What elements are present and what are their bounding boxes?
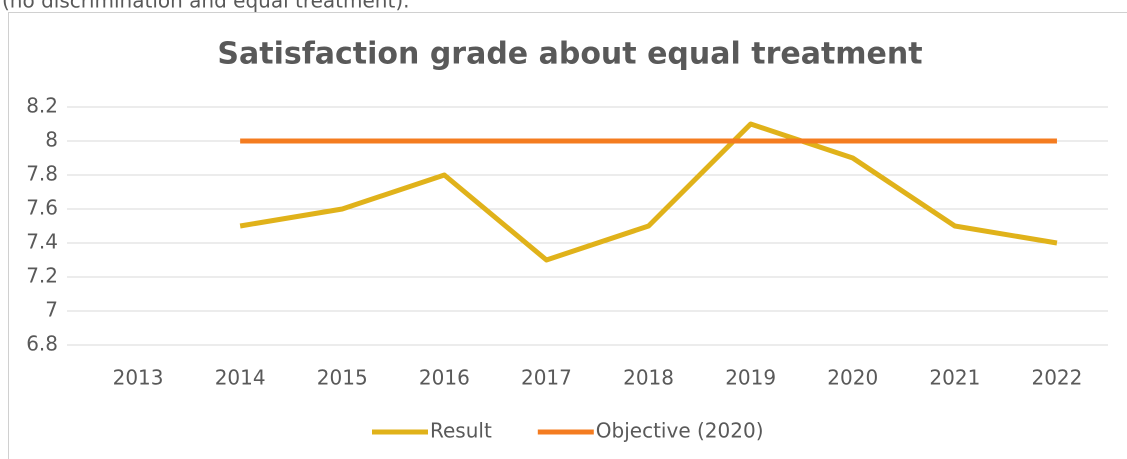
y-tick-label: 6.8 xyxy=(26,332,58,356)
x-tick-label: 2018 xyxy=(623,366,674,390)
y-tick-label: 7 xyxy=(45,298,58,322)
x-tick-label: 2017 xyxy=(521,366,572,390)
y-tick-label: 7.8 xyxy=(26,162,58,186)
y-tick-label: 7.6 xyxy=(26,196,58,220)
x-tick-label: 2015 xyxy=(317,366,368,390)
x-tick-label: 2019 xyxy=(725,366,776,390)
x-tick-label: 2020 xyxy=(827,366,878,390)
x-tick-label: 2021 xyxy=(929,366,980,390)
y-tick-label: 8.2 xyxy=(26,94,58,118)
x-tick-label: 2013 xyxy=(113,366,164,390)
series-line xyxy=(239,121,1058,263)
x-tick-label: 2016 xyxy=(419,366,470,390)
y-tick-label: 7.4 xyxy=(26,230,58,254)
chart-frame xyxy=(8,12,1127,459)
y-tick-label: 8 xyxy=(45,128,58,152)
x-tick-label: 2014 xyxy=(215,366,266,390)
x-tick-label: 2022 xyxy=(1031,366,1082,390)
y-tick-label: 7.2 xyxy=(26,264,58,288)
legend-label: Result xyxy=(430,419,492,443)
legend-label: Objective (2020) xyxy=(596,419,764,443)
chart-title: Satisfaction grade about equal treatment xyxy=(217,37,922,72)
header-text: (no discrimination and equal treatment). xyxy=(2,0,409,13)
